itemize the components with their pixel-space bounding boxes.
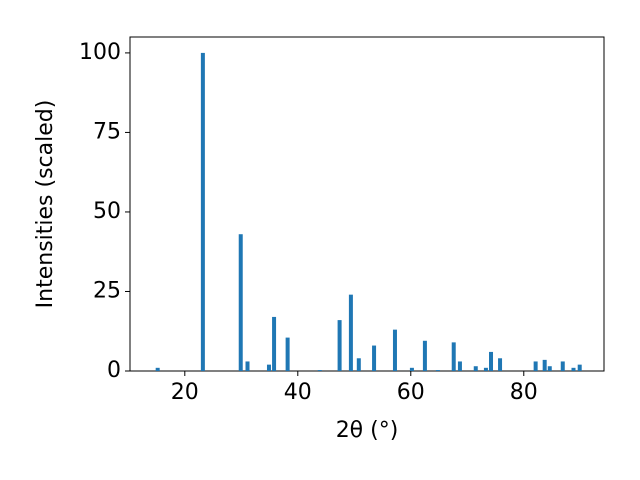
y-tick-label: 0 [107, 358, 121, 383]
bar [577, 364, 582, 371]
bar [409, 367, 414, 371]
bar [435, 370, 440, 371]
bar [285, 337, 290, 371]
bar [498, 358, 503, 371]
bar [457, 361, 462, 371]
bar [451, 342, 456, 371]
x-tick-label: 20 [171, 380, 199, 405]
y-axis-label: Intensities (scaled) [33, 100, 58, 309]
x-tick-label: 40 [284, 380, 312, 405]
y-tick-label: 100 [79, 40, 121, 65]
bar [200, 52, 205, 372]
x-tick-label: 60 [397, 380, 425, 405]
y-tick-label: 50 [93, 199, 121, 224]
bar [337, 320, 342, 371]
bar [317, 370, 322, 371]
bar [422, 340, 427, 371]
bar [489, 351, 494, 371]
bar [473, 366, 478, 371]
y-tick-label: 25 [93, 278, 121, 303]
bar [238, 234, 243, 371]
bar [356, 358, 361, 371]
bar [533, 361, 538, 371]
y-tick-label: 75 [93, 119, 121, 144]
bar [372, 345, 377, 371]
bar [155, 367, 160, 371]
plot-frame [129, 36, 605, 372]
bar [542, 359, 547, 371]
bar [392, 329, 397, 371]
bar [571, 367, 576, 371]
bar [483, 367, 488, 371]
x-axis-label: 2θ (°) [336, 418, 399, 443]
bar [245, 361, 250, 371]
bar [266, 364, 271, 371]
bar [348, 294, 353, 371]
bar [272, 316, 277, 371]
bar [560, 361, 565, 371]
bar [547, 366, 552, 371]
x-tick-label: 80 [510, 380, 538, 405]
